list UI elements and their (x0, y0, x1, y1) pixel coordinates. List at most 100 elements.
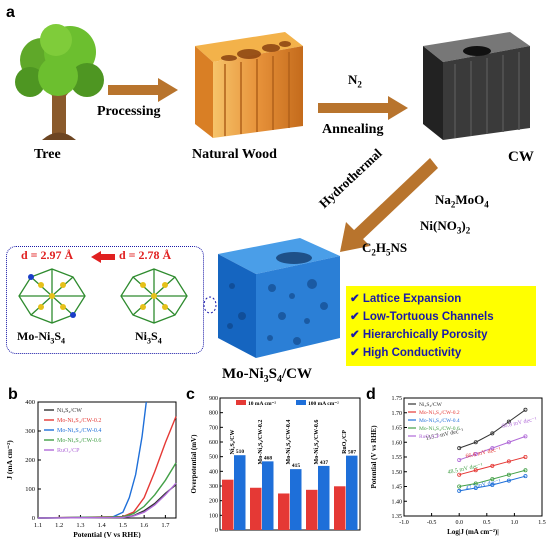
y-tick-label: 700 (209, 425, 218, 431)
legend-label: 100 mA cm⁻² (308, 401, 339, 407)
y-tick-label: 300 (209, 484, 218, 490)
x-tick-label: 1.2 (55, 522, 63, 529)
y-axis-label: Potential (V vs RHE) (370, 425, 378, 489)
y-tick-label: 1.70 (392, 411, 403, 417)
y-tick-label: 1.75 (392, 396, 403, 402)
natural-wood-caption: Natural Wood (192, 147, 277, 162)
reagent-c2h5ns: C2H5NS (362, 240, 408, 258)
x-tick-label: 0.0 (455, 520, 463, 526)
d-spacing-ni: d = 2.78 Å (119, 248, 172, 262)
x-tick-label: 1.4 (98, 522, 107, 529)
data-point (490, 431, 495, 436)
data-point (523, 407, 528, 412)
y-tick-label: 200 (25, 457, 35, 464)
process-arrow (108, 78, 178, 102)
y-tick-label: 100 (209, 513, 218, 519)
legend-swatch (296, 400, 306, 405)
x-tick-label: 1.1 (34, 522, 42, 529)
annealing-arrow (318, 96, 408, 120)
y-tick-label: 300 (25, 428, 35, 435)
bar-value-label: 507 (348, 450, 357, 456)
bar (234, 455, 246, 530)
processing-label: Processing (97, 104, 161, 119)
data-point (473, 440, 478, 445)
d-spacing-mo: d = 2.97 Å (21, 248, 74, 262)
data-point (457, 457, 462, 462)
x-tick-label: -1.0 (399, 520, 409, 526)
panel-label-d: d (366, 386, 376, 403)
y-tick-label: 900 (209, 396, 218, 402)
y-tick-label: 400 (209, 469, 218, 475)
legend-label: Mo-Ni₃S₄/CW-0.4 (57, 428, 101, 434)
zoom-connector (203, 296, 217, 314)
reagent-na2moo4: Na2MoO4 (435, 192, 489, 210)
series-line (459, 409, 526, 449)
y-tick-label: 600 (209, 440, 218, 446)
features-box: Lattice Expansion Low-Tortuous Channels … (346, 286, 536, 366)
x-tick-label: 1.5 (119, 522, 127, 529)
mo-ni3s4-caption: Mo-Ni3S4 (17, 329, 66, 346)
panel-label-a: a (6, 4, 15, 21)
feature-item: Lattice Expansion (350, 290, 536, 308)
series-line (459, 456, 526, 476)
y-tick-label: 1.40 (392, 499, 403, 505)
legend-swatch (236, 400, 246, 405)
y-tick-label: 800 (209, 411, 218, 417)
data-point (490, 446, 495, 451)
y-axis-label: J (mA cm⁻²) (5, 440, 14, 480)
data-point (457, 446, 462, 451)
slope-annotation: 48.5 mV dec⁻¹ (447, 463, 483, 476)
cw-caption: CW (508, 149, 534, 165)
legend-label: Ni₃S₄/CW (57, 408, 82, 414)
slope-annotation: 60.8 mV dec⁻¹ (501, 417, 537, 430)
x-axis-label: Potential (V vs RHE) (73, 530, 141, 538)
y-tick-label: 1.45 (392, 485, 403, 491)
ni3s4-structure (120, 268, 188, 324)
legend-label: Mo-Ni₃S₄/CW-0.6 (57, 438, 101, 444)
feature-item: Hierarchically Porosity (350, 326, 536, 344)
y-tick-label: 100 (25, 486, 35, 493)
bar (346, 455, 358, 530)
series-line (37, 484, 177, 519)
panel-label-b: b (8, 386, 18, 403)
category-label: Mo-Ni₃S₄/CW-0.6 (314, 420, 320, 465)
x-tick-label: 0.5 (483, 520, 491, 526)
series-line (459, 469, 526, 487)
bar-value-label: 249 (280, 487, 289, 493)
x-tick-label: 1.5 (538, 520, 546, 526)
bar (278, 493, 290, 530)
category-label: Mo-Ni₃S₄/CW-0.4 (286, 420, 292, 465)
y-tick-label: 1.65 (392, 426, 403, 432)
data-point (523, 434, 528, 439)
chart-c: 0 100 200 300 400 500 600 700 800 900 Overpotentia… (190, 396, 361, 534)
y-tick-label: 200 (209, 499, 218, 505)
category-label: Ni₃S₄/CW (230, 430, 236, 455)
product-caption: Mo-Ni3S4/CW (222, 366, 312, 385)
n2-label: N2 (348, 72, 362, 90)
mo-ni3s4-cw-image (218, 238, 340, 358)
crystal-structure-box: d = 2.97 Å d = 2.78 Å Mo-Ni3S4 Ni3S4 (6, 246, 204, 354)
bar-value-label: 274 (308, 484, 317, 490)
feature-item: Low-Tortuous Channels (350, 308, 536, 326)
bar (334, 486, 346, 530)
bar-value-label: 298 (336, 480, 345, 486)
ni3s4-caption: Ni3S4 (135, 329, 162, 346)
legend-label: 10 mA cm⁻² (248, 401, 276, 407)
data-point (506, 440, 511, 445)
legend-label: Ni₃S₄/CW (419, 402, 443, 408)
x-tick-label: 1.3 (76, 522, 84, 529)
y-tick-label: 400 (25, 399, 35, 406)
legend-label: Mo-Ni₃S₄/CW-0.2 (419, 410, 460, 416)
y-tick-label: 1.60 (392, 440, 403, 446)
x-tick-label: 1.6 (140, 522, 149, 529)
hydrothermal-arrow (340, 158, 438, 252)
y-tick-label: 0 (32, 515, 35, 522)
reagent-nino3: Ni(NO3)2 (420, 218, 471, 236)
annealing-label: Annealing (322, 122, 384, 137)
y-axis-label: Overpotential (mV) (190, 434, 198, 494)
y-tick-label: 1.50 (392, 470, 403, 476)
chart-d: -1.0 -0.5 0.0 0.5 1.0 1.5 1.35 1.40 1.45 1.50 1.55… (370, 396, 546, 536)
legend-label: Mo-Ni₃S₄/CW-0.4 (419, 418, 460, 424)
y-tick-label: 1.55 (392, 455, 403, 461)
bar (222, 479, 234, 530)
